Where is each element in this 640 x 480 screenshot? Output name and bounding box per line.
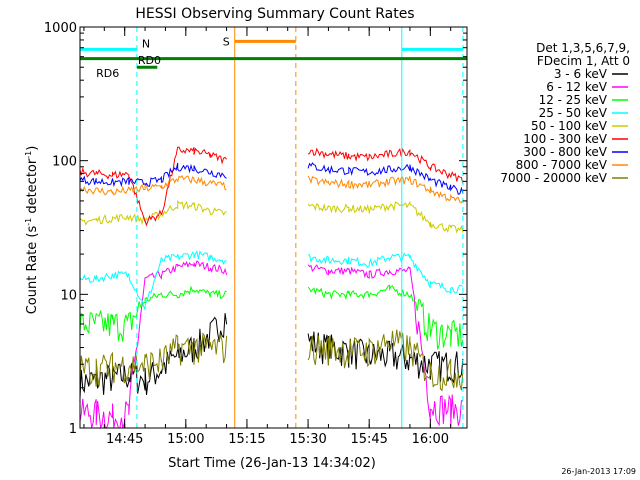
timestamp: 26-Jan-2013 17:09 bbox=[561, 467, 636, 476]
x-tick-label: 16:00 bbox=[412, 432, 449, 447]
series-line-2 bbox=[79, 260, 228, 430]
legend-entry-label: 100 - 300 keV bbox=[523, 132, 607, 146]
x-tick-label: 15:15 bbox=[228, 432, 265, 447]
legend-entry-label: 50 - 100 keV bbox=[531, 119, 608, 133]
y-axis-label-part: -1 bbox=[24, 218, 33, 226]
legend-entry-label: 300 - 800 keV bbox=[523, 145, 607, 159]
x-axis-label: Start Time (26-Jan-13 14:34:02) bbox=[168, 456, 376, 471]
chart-title: HESSI Observing Summary Count Rates bbox=[135, 6, 414, 22]
series-line-4 bbox=[308, 252, 464, 294]
series-line-5 bbox=[307, 200, 464, 234]
axes-layer: 1 10 100 1000 14:45 15:00 15:15 15:30 15:45 16:00 bbox=[44, 21, 467, 447]
marker-label: RD0 bbox=[138, 54, 161, 67]
x-tick-label: 14:45 bbox=[106, 432, 143, 447]
legend-entry-label: 6 - 12 keV bbox=[546, 80, 608, 94]
series-line-3 bbox=[307, 284, 464, 350]
legend-header: Det 1,3,5,6,7,9, bbox=[536, 41, 630, 55]
y-axis-label-part: -1 bbox=[24, 151, 33, 159]
y-axis-label-part: Count Rate (s bbox=[25, 226, 40, 315]
series-line-8 bbox=[79, 175, 227, 196]
y-axis-label-part: detector bbox=[25, 158, 40, 218]
y-axis-label: Count Rate (s-1 detector-1) bbox=[24, 146, 40, 315]
legend-entry-label: 800 - 7000 keV bbox=[516, 158, 608, 172]
series-line-3 bbox=[79, 285, 227, 342]
series-layer bbox=[79, 146, 464, 430]
series-line-2 bbox=[307, 264, 463, 427]
series-line-9 bbox=[307, 329, 464, 392]
legend-entry-label: 3 - 6 keV bbox=[554, 67, 608, 81]
y-axis-label-part: ) bbox=[25, 146, 40, 151]
legend-header: FDecim 1, Att 0 bbox=[537, 54, 630, 68]
series-line-7 bbox=[307, 162, 464, 195]
x-tick-label: 15:45 bbox=[350, 432, 387, 447]
marker-label: S bbox=[223, 35, 230, 48]
x-tick-label: 15:30 bbox=[289, 432, 326, 447]
series-line-4 bbox=[79, 249, 227, 310]
series-line-7 bbox=[79, 162, 227, 188]
series-line-5 bbox=[79, 199, 227, 226]
marker-label: N bbox=[142, 37, 150, 50]
y-tick-label: 1000 bbox=[44, 21, 77, 36]
series-line-6 bbox=[307, 147, 464, 185]
legend: Det 1,3,5,6,7,9,FDecim 1, Att 03 - 6 keV… bbox=[500, 41, 630, 185]
marker-label: RD6 bbox=[96, 67, 119, 80]
y-tick-label: 10 bbox=[60, 288, 77, 303]
y-tick-label: 100 bbox=[52, 155, 77, 170]
plot-frame bbox=[79, 26, 468, 429]
legend-entry-label: 7000 - 20000 keV bbox=[500, 171, 607, 185]
series-line-8 bbox=[307, 175, 464, 204]
y-tick-label: 1 bbox=[69, 422, 77, 437]
legend-entry-label: 12 - 25 keV bbox=[539, 93, 608, 107]
series-line-6 bbox=[79, 146, 227, 227]
x-tick-label: 15:00 bbox=[167, 432, 204, 447]
legend-entry-label: 25 - 50 keV bbox=[539, 106, 608, 120]
series-line-9 bbox=[79, 332, 228, 387]
